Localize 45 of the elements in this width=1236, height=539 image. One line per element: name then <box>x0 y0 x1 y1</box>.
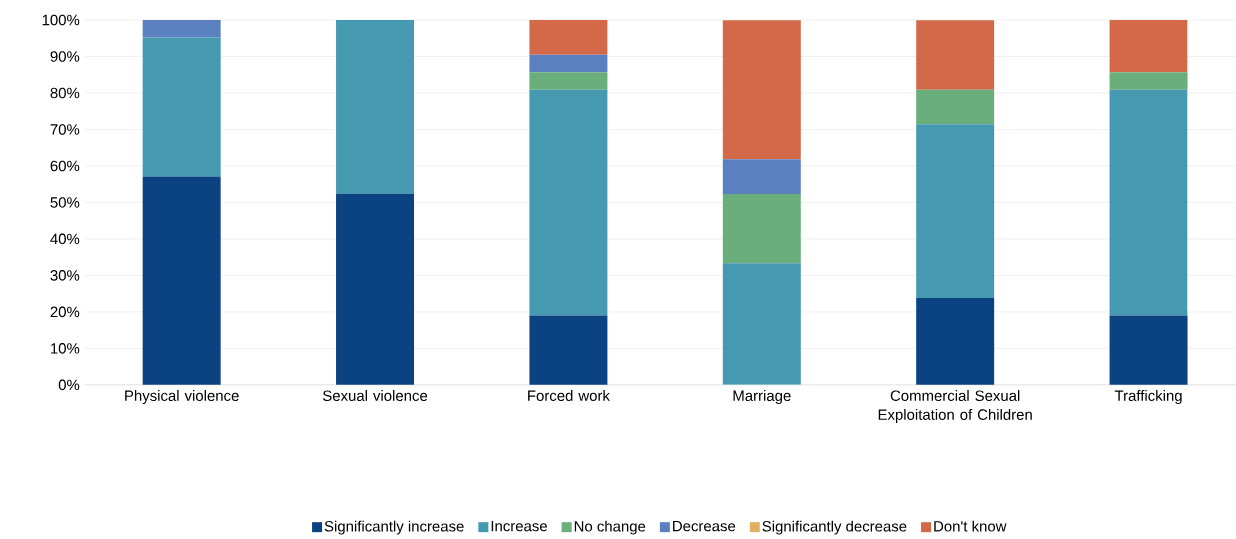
bar <box>1109 89 1188 316</box>
x-tick-label: Commercial Sexual Exploitation of Children <box>878 390 1032 423</box>
bar <box>142 20 221 38</box>
legend-label: Significantly increase <box>324 520 464 535</box>
y-tick-label: 90% <box>50 51 80 62</box>
bar <box>1109 20 1188 73</box>
x-tick-label: Sexual violence <box>322 390 428 402</box>
bar <box>916 298 995 385</box>
bar <box>722 20 801 160</box>
bar <box>722 159 801 195</box>
bar <box>1109 72 1188 90</box>
bar <box>529 20 608 55</box>
x-tick-label: Trafficking <box>1114 390 1182 405</box>
bar <box>529 72 608 90</box>
y-tick-label: 50% <box>50 197 80 208</box>
x-tick-label: Marriage <box>733 390 791 405</box>
bar <box>336 193 415 385</box>
y-tick-label: 80% <box>50 87 80 99</box>
bar <box>142 176 221 385</box>
y-tick-label: 70% <box>50 124 80 135</box>
y-tick-label: 20% <box>50 306 80 318</box>
legend-label: Increase <box>491 521 547 532</box>
y-tick-label: 60% <box>50 160 80 172</box>
x-tick-label: Physical violence <box>125 390 239 405</box>
y-tick-label: 100% <box>42 14 80 26</box>
bar <box>1109 315 1188 385</box>
bar <box>916 20 995 90</box>
x-tick-label: Forced work <box>528 390 610 402</box>
bar <box>722 263 801 385</box>
bar <box>336 20 415 194</box>
bar <box>916 124 995 299</box>
bar <box>916 89 995 125</box>
legend-label: No change <box>574 520 646 535</box>
y-tick-label: 10% <box>51 343 80 354</box>
legend-label: Decrease <box>673 521 736 532</box>
y-tick-label: 30% <box>50 270 80 281</box>
y-tick-label: 0% <box>58 379 80 391</box>
legend-label: Don't know <box>934 520 1007 532</box>
bar <box>529 89 608 316</box>
legend-label: Significantly decrease <box>762 520 907 535</box>
bar <box>529 54 608 73</box>
bar <box>722 194 801 264</box>
bar <box>142 37 221 177</box>
bar <box>529 315 608 385</box>
y-tick-label: 40% <box>50 233 80 245</box>
